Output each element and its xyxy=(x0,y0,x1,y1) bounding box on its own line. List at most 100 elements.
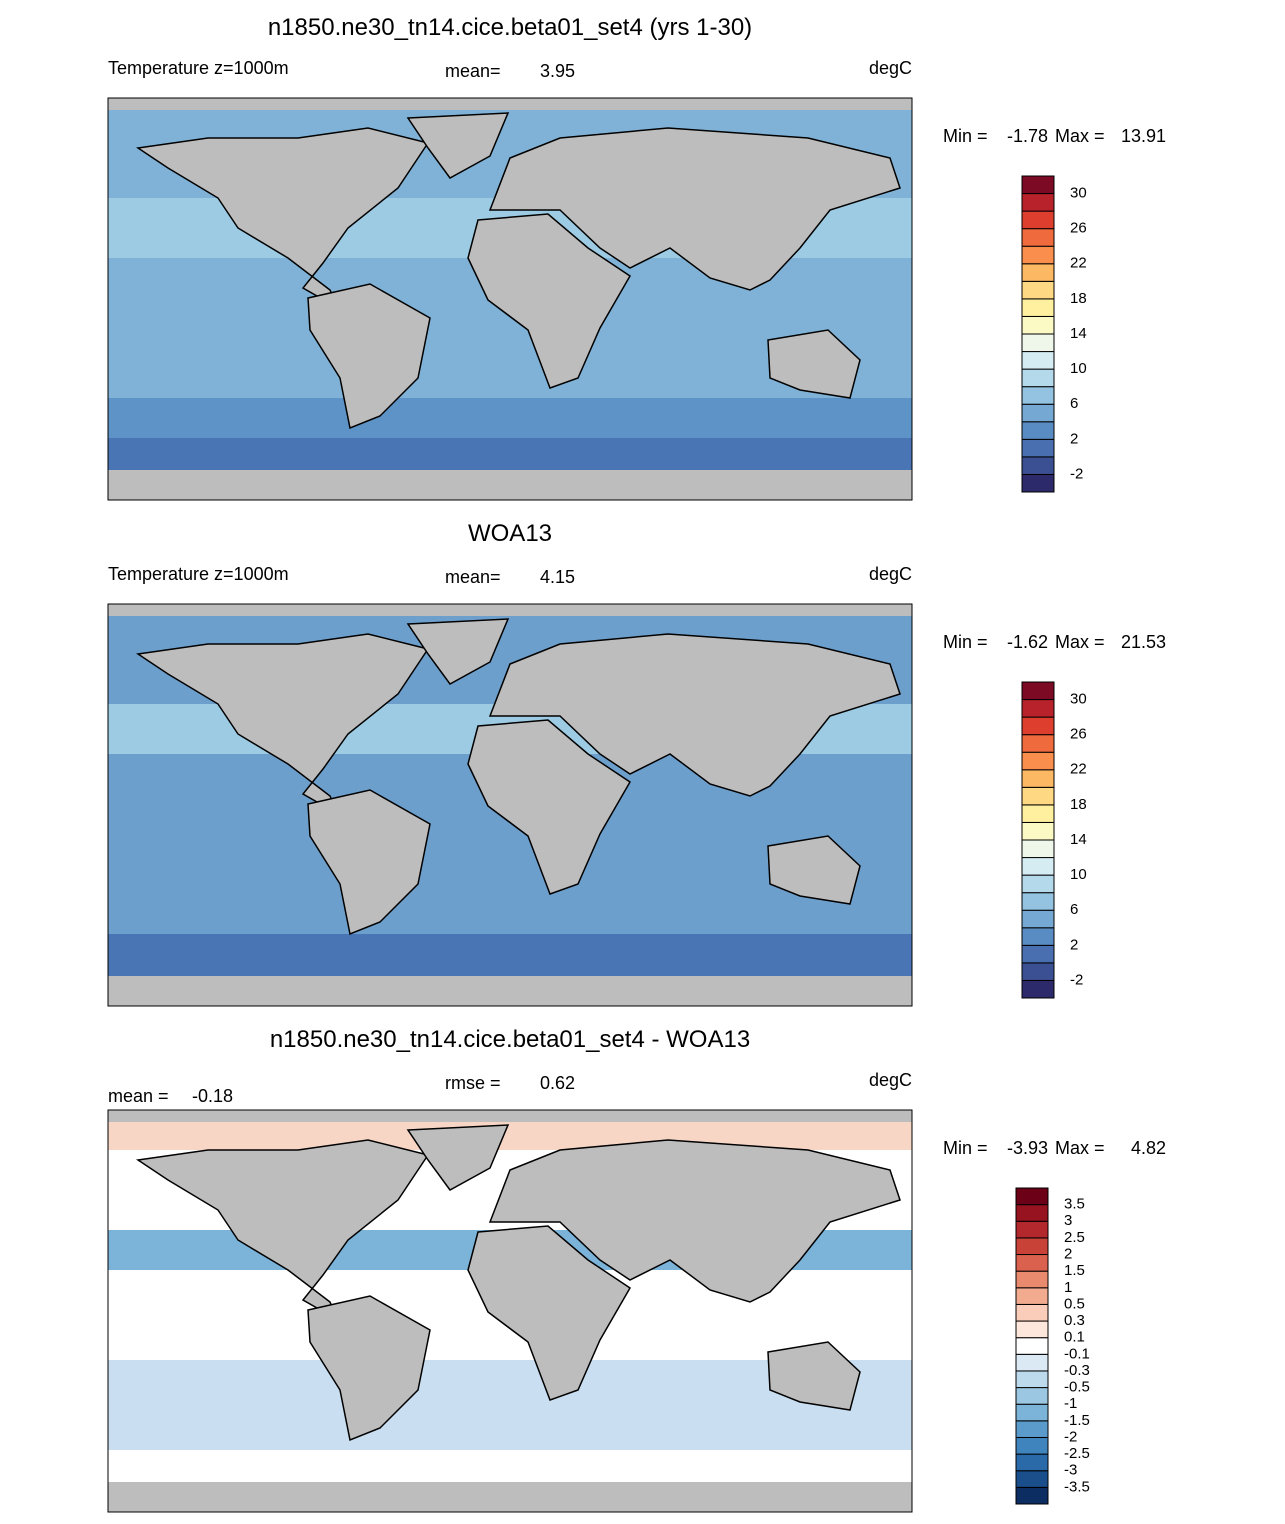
map-frame xyxy=(107,1109,913,1513)
colorbar-label: 30 xyxy=(1070,185,1087,202)
colorbar-label: -0.5 xyxy=(1064,1379,1090,1396)
colorbar-label: 22 xyxy=(1070,255,1087,272)
colorbar-box xyxy=(1021,386,1055,405)
min-label: Min = xyxy=(943,126,988,146)
min-label: Min = xyxy=(943,632,988,652)
colorbar-box xyxy=(1015,1270,1049,1289)
colorbar-box xyxy=(1015,1403,1049,1422)
colorbar-box xyxy=(1021,839,1055,859)
center-value: 3.95 xyxy=(540,61,575,81)
colorbar-label: -2 xyxy=(1070,465,1083,482)
colorbar-label: -0.1 xyxy=(1064,1345,1090,1362)
colorbar-box xyxy=(1021,245,1055,265)
colorbar-box xyxy=(1015,1387,1049,1405)
colorbar-box xyxy=(1021,927,1055,946)
colorbar-box xyxy=(1021,716,1055,736)
map xyxy=(108,1110,912,1512)
colorbar-box xyxy=(1021,769,1055,788)
colorbar-label: -1.5 xyxy=(1064,1412,1090,1429)
colorbar-box xyxy=(1021,979,1055,999)
colorbar-label: 10 xyxy=(1070,866,1087,883)
colorbar-box xyxy=(1021,944,1055,964)
min-value: -1.62 xyxy=(1007,632,1048,652)
colorbar-label: -2 xyxy=(1070,971,1083,988)
colorbar-box xyxy=(1015,1337,1049,1355)
colorbar-box xyxy=(1021,193,1055,212)
colorbar-label: 2 xyxy=(1064,1245,1072,1262)
colorbar-box xyxy=(1021,804,1055,823)
colorbar-box xyxy=(1021,962,1055,981)
colorbar-label: 2 xyxy=(1070,430,1078,447)
colorbar-box xyxy=(1021,909,1055,929)
colorbar-box xyxy=(1015,1353,1049,1372)
colorbar-label: 18 xyxy=(1070,290,1087,307)
colorbar-box xyxy=(1021,368,1055,388)
colorbar-box xyxy=(1021,456,1055,475)
units: degC xyxy=(869,1070,912,1090)
center-value: 0.62 xyxy=(540,1073,575,1093)
colorbar-label: 26 xyxy=(1070,726,1087,743)
colorbar-box xyxy=(1021,473,1055,493)
colorbar-box xyxy=(1015,1436,1049,1455)
colorbar-box xyxy=(1021,263,1055,282)
units: degC xyxy=(869,564,912,584)
colorbar-box xyxy=(1021,857,1055,876)
colorbar-label: 0.3 xyxy=(1064,1312,1085,1329)
colorbar-box xyxy=(1015,1470,1049,1488)
colorbar-label: 14 xyxy=(1070,325,1087,342)
colorbar-box xyxy=(1015,1237,1049,1256)
center-value: 4.15 xyxy=(540,567,575,587)
colorbar-box xyxy=(1021,333,1055,353)
colorbar-box xyxy=(1021,874,1055,894)
left-label: Temperature z=1000m xyxy=(108,58,289,78)
colorbar-label: 3.5 xyxy=(1064,1196,1085,1213)
colorbar-box xyxy=(1015,1486,1049,1505)
panel-title: n1850.ne30_tn14.cice.beta01_set4 - WOA13 xyxy=(270,1026,750,1053)
colorbar-box xyxy=(1021,734,1055,753)
left-value: -0.18 xyxy=(192,1086,233,1106)
colorbar-label: 0.5 xyxy=(1064,1295,1085,1312)
colorbar-label: 22 xyxy=(1070,761,1087,778)
max-label: Max = xyxy=(1055,1138,1105,1158)
colorbar-box xyxy=(1015,1187,1049,1206)
colorbar-label: -3.5 xyxy=(1064,1478,1090,1495)
colorbar-label: 18 xyxy=(1070,796,1087,813)
colorbar-label: 14 xyxy=(1070,831,1087,848)
colorbar-box xyxy=(1015,1303,1049,1322)
center-label: rmse = xyxy=(445,1073,501,1093)
colorbar-box xyxy=(1021,421,1055,440)
colorbar-box xyxy=(1021,315,1055,335)
map-frame xyxy=(107,97,913,501)
colorbar-label: 1.5 xyxy=(1064,1262,1085,1279)
colorbar-label: 10 xyxy=(1070,360,1087,377)
colorbar-label: 1 xyxy=(1064,1279,1072,1296)
colorbar-box xyxy=(1021,821,1055,841)
units: degC xyxy=(869,58,912,78)
max-value: 13.91 xyxy=(1121,126,1166,146)
colorbar-label: -2 xyxy=(1064,1428,1077,1445)
colorbar-box xyxy=(1021,438,1055,458)
panel-title: WOA13 xyxy=(468,520,552,547)
colorbar-box xyxy=(1021,175,1055,195)
colorbar-label: 30 xyxy=(1070,691,1087,708)
max-value: 21.53 xyxy=(1121,632,1166,652)
panel: n1850.ne30_tn14.cice.beta01_set4 (yrs 1-… xyxy=(107,14,1166,501)
map-frame xyxy=(107,603,913,1007)
map xyxy=(108,604,912,1006)
colorbar-box xyxy=(1015,1220,1049,1239)
colorbar-box xyxy=(1021,280,1055,300)
colorbar-box xyxy=(1021,228,1055,247)
colorbar-box xyxy=(1021,699,1055,718)
min-value: -1.78 xyxy=(1007,126,1048,146)
colorbar-label: 3 xyxy=(1064,1212,1072,1229)
colorbar-box xyxy=(1015,1287,1049,1305)
panel: WOA13 Temperature z=1000m mean= 4.15 degC Min… xyxy=(107,520,1166,1007)
colorbar-box xyxy=(1021,786,1055,806)
max-label: Max = xyxy=(1055,632,1105,652)
colorbar-label: -1 xyxy=(1064,1395,1077,1412)
max-value: 4.82 xyxy=(1131,1138,1166,1158)
colorbar-box xyxy=(1015,1254,1049,1272)
left-label: mean = xyxy=(108,1086,169,1106)
